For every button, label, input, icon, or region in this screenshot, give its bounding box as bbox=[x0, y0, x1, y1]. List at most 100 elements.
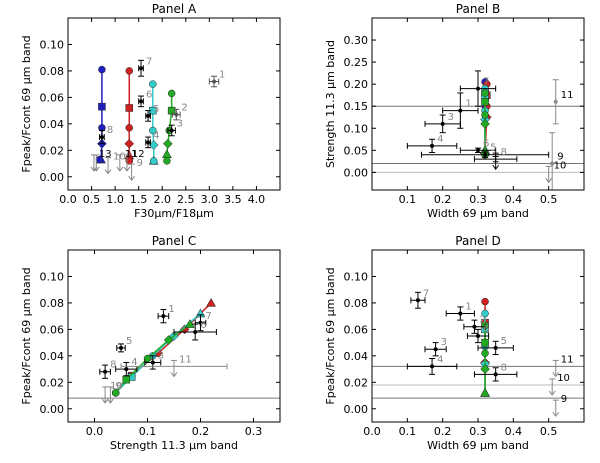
data-point bbox=[433, 347, 438, 352]
x-axis-label: Width 69 μm band bbox=[427, 439, 529, 452]
model-point bbox=[163, 157, 171, 165]
model-point bbox=[481, 309, 489, 318]
data-point bbox=[139, 66, 144, 71]
data-point bbox=[483, 152, 488, 157]
data-point bbox=[124, 367, 129, 372]
y-tick-label: 0.10 bbox=[40, 270, 65, 283]
point-label: 10 bbox=[113, 152, 126, 163]
x-tick-label: 0.1 bbox=[139, 425, 157, 438]
y-tick-label: 0.10 bbox=[40, 38, 65, 51]
model-point bbox=[480, 364, 490, 374]
point-label: 9 bbox=[115, 381, 121, 392]
y-tick-label: 0.05 bbox=[344, 144, 369, 157]
y-axis-label: Strength 11.3 μm band bbox=[324, 40, 337, 168]
x-tick-label: 0.0 bbox=[86, 425, 104, 438]
point-label: 10 bbox=[110, 381, 123, 392]
point-label: 11 bbox=[561, 90, 574, 101]
model-point bbox=[125, 67, 133, 75]
y-tick-label: 0.08 bbox=[40, 65, 65, 78]
data-point bbox=[146, 140, 151, 145]
model-point bbox=[481, 89, 489, 97]
point-label: 5 bbox=[501, 336, 507, 347]
panel-title: Panel C bbox=[152, 234, 197, 248]
model-point bbox=[481, 297, 489, 306]
y-tick-label: 0.08 bbox=[40, 297, 65, 310]
point-label: 2 bbox=[181, 103, 187, 114]
x-tick-label: 0.3 bbox=[469, 193, 487, 206]
y-axis-label: Fpeak/Fcont 69 μm band bbox=[20, 35, 33, 172]
model-point bbox=[98, 65, 106, 74]
plot-area bbox=[406, 291, 560, 417]
point-label: 11 bbox=[179, 354, 192, 365]
data-point bbox=[458, 311, 463, 316]
model-point bbox=[122, 375, 131, 384]
data-point bbox=[458, 108, 463, 113]
data-point bbox=[430, 364, 435, 369]
data-point bbox=[553, 99, 558, 104]
axes-frame bbox=[371, 249, 585, 423]
point-label: 6 bbox=[483, 324, 489, 335]
x-tick-label: 0.3 bbox=[245, 425, 263, 438]
panel-b: Panel B 0.1 0.2 0.3 0.4 0.5 0.00 0.05 0.10 0.15 0.… bbox=[324, 2, 585, 220]
point-label: 5 bbox=[153, 104, 159, 115]
point-label: 5 bbox=[126, 336, 132, 347]
x-tick-label: 0.2 bbox=[434, 193, 452, 206]
y-tick-label: 0.15 bbox=[344, 100, 369, 113]
point-label: 7 bbox=[206, 311, 212, 322]
upper-limit-arrow bbox=[552, 372, 560, 378]
point-label: 4 bbox=[131, 357, 137, 368]
y-axis-label: Fpeak/Fcont 69 μm band bbox=[324, 267, 337, 404]
x-tick-label: 2.5 bbox=[177, 193, 195, 206]
plot-area bbox=[99, 297, 228, 404]
data-point bbox=[550, 161, 555, 166]
point-label: 9 bbox=[137, 158, 143, 169]
x-tick-label: 4.0 bbox=[248, 193, 266, 206]
model-point bbox=[124, 138, 135, 149]
data-point bbox=[119, 345, 123, 350]
model-point bbox=[125, 104, 133, 112]
data-point bbox=[103, 369, 108, 374]
x-tick-label: 0.2 bbox=[434, 425, 452, 438]
data-point bbox=[493, 345, 498, 350]
model-point bbox=[111, 389, 120, 397]
axes-frame bbox=[67, 249, 281, 423]
data-point bbox=[193, 330, 198, 335]
y-axis-label: Fpeak/Fcont 69 μm band bbox=[20, 267, 33, 404]
x-tick-label: 0.4 bbox=[505, 425, 523, 438]
point-label: 3 bbox=[448, 112, 454, 123]
data-point bbox=[198, 320, 203, 325]
point-label: 8 bbox=[107, 125, 113, 136]
model-point bbox=[149, 157, 158, 165]
model-point bbox=[162, 149, 172, 159]
model-point bbox=[481, 111, 489, 119]
data-point bbox=[415, 298, 420, 303]
axes-frame bbox=[67, 17, 281, 191]
model-point bbox=[480, 118, 490, 129]
point-label: 5 bbox=[490, 143, 496, 154]
data-point bbox=[161, 314, 166, 319]
x-tick-label: 0.2 bbox=[192, 425, 210, 438]
panel-title: Panel D bbox=[455, 234, 500, 248]
point-label: 3 bbox=[158, 350, 164, 361]
model-point bbox=[163, 335, 174, 345]
point-label: 4 bbox=[153, 130, 159, 141]
data-point bbox=[174, 112, 179, 117]
data-point bbox=[493, 372, 498, 377]
x-tick-label: 0.5 bbox=[540, 425, 558, 438]
x-tick-label: 0.5 bbox=[83, 193, 101, 206]
data-point bbox=[476, 148, 480, 153]
point-label: 1 bbox=[465, 302, 471, 313]
point-label: 7 bbox=[483, 77, 489, 88]
data-point bbox=[212, 79, 217, 84]
y-tick-label: 0.02 bbox=[40, 376, 65, 389]
x-tick-label: 1.0 bbox=[106, 193, 124, 206]
x-axis-label: Strength 11.3 μm band bbox=[110, 439, 238, 452]
data-point bbox=[150, 360, 155, 365]
panel-c: Panel C 0.0 0.1 0.2 0.3 0.00 0.02 0.04 0.06 0.08 0… bbox=[20, 234, 281, 452]
point-label: 1 bbox=[168, 304, 174, 315]
y-tick-label: 0.30 bbox=[344, 34, 369, 47]
model-point bbox=[163, 138, 173, 149]
y-tick-label: 0.06 bbox=[40, 91, 65, 104]
point-label: 11 bbox=[561, 354, 574, 365]
